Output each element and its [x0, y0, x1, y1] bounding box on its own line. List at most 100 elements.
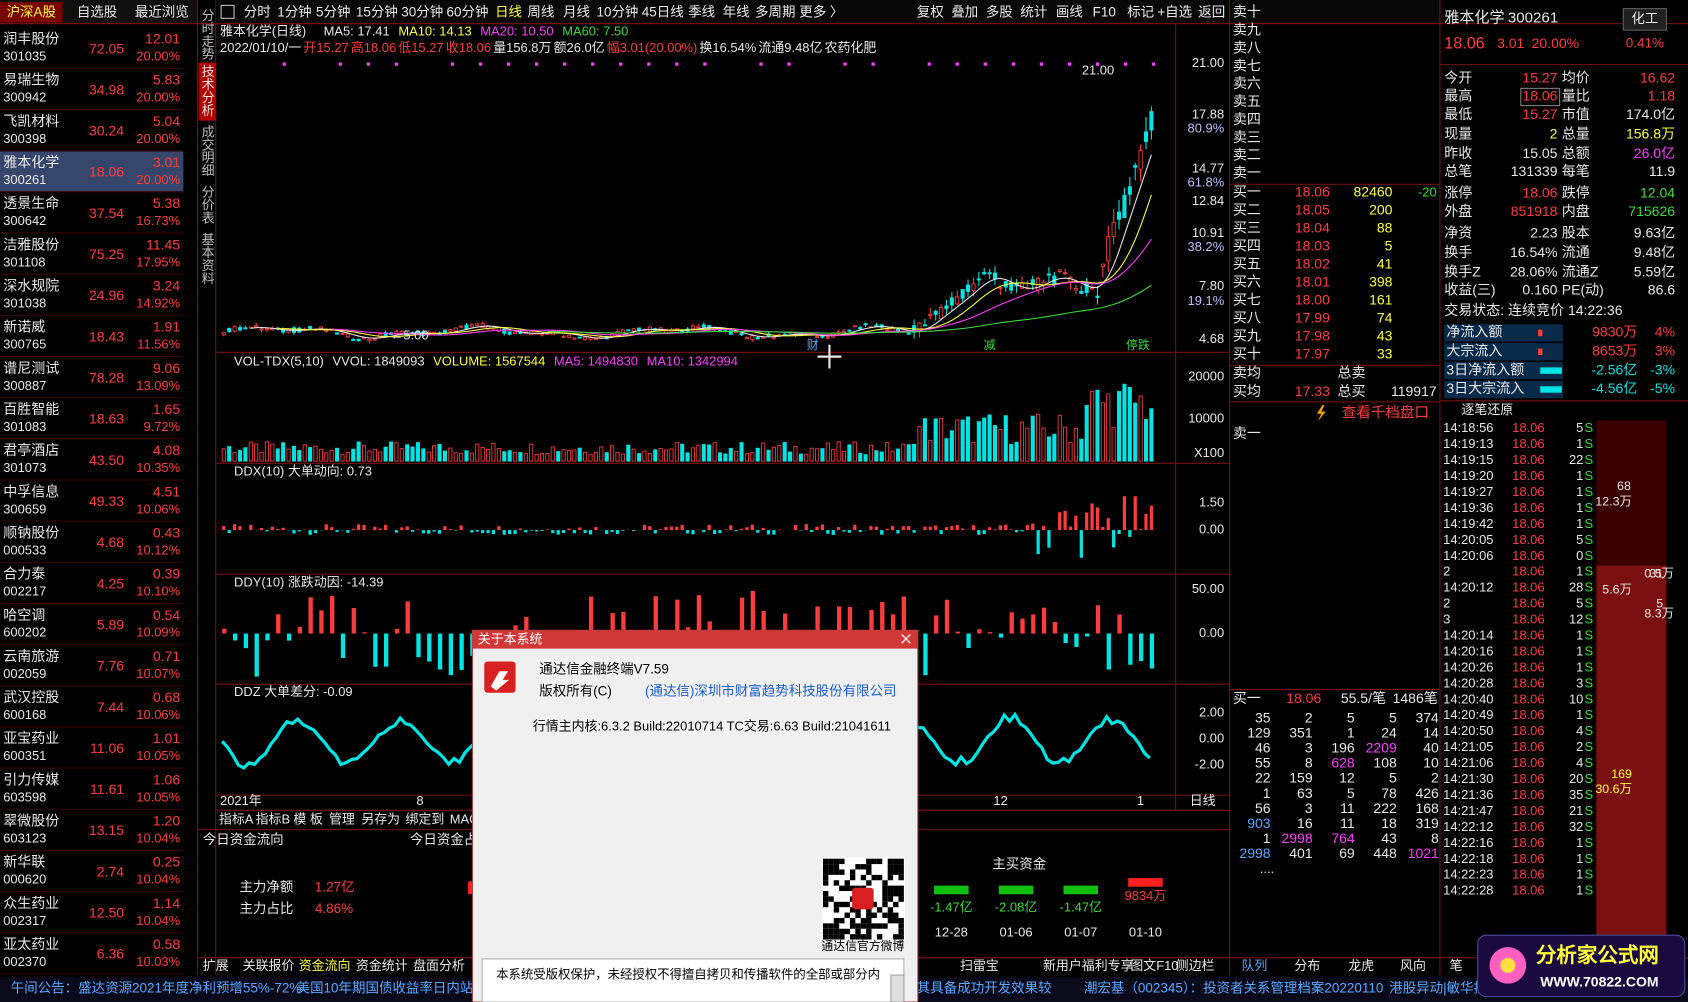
toolbar-button[interactable]: 日线: [495, 4, 522, 19]
toolbar-button[interactable]: 1分钟: [277, 3, 311, 19]
stock-name[interactable]: 哈空调: [3, 607, 45, 623]
toolbar-button[interactable]: 更多 〉: [799, 3, 843, 19]
toolbar-button[interactable]: 复权: [917, 3, 944, 19]
list-tab[interactable]: 最近浏览: [135, 4, 189, 19]
side-tab[interactable]: 分价表: [200, 185, 215, 224]
stock-name[interactable]: 百胜智能: [3, 401, 59, 417]
bottom-tab[interactable]: 扩展: [203, 958, 229, 973]
stock-name[interactable]: 合力泰: [3, 566, 45, 582]
stock-name[interactable]: 雅本化学: [3, 154, 59, 170]
toolbar-button[interactable]: 15分钟: [356, 3, 398, 19]
bottom-tab[interactable]: 盘面分析: [413, 958, 465, 973]
toolbar-button[interactable]: 5分钟: [316, 3, 350, 19]
stock-name[interactable]: 引力传媒: [3, 771, 59, 787]
stock-name[interactable]: 透景生命: [3, 195, 59, 211]
stock-name[interactable]: 飞凯材料: [3, 113, 59, 129]
stock-name[interactable]: 新诺威: [3, 319, 45, 335]
ddx-bar: [416, 529, 420, 531]
side-tab[interactable]: 成交明细: [200, 125, 215, 177]
news-item[interactable]: 午间公告：盛达资源2021年度净利预增55%-72%: [11, 981, 302, 996]
indicator-tab[interactable]: 指标B: [256, 811, 290, 826]
news-item[interactable]: 港股异动|敏华控: [1389, 981, 1487, 996]
volume-bar: [744, 453, 749, 462]
indicator-tab[interactable]: 管理: [329, 811, 355, 826]
side-tab[interactable]: 基本资料: [200, 233, 215, 285]
toolbar-button[interactable]: 周线: [527, 4, 554, 19]
stock-name[interactable]: 润丰股份: [3, 31, 59, 47]
right-tab[interactable]: 分布: [1294, 958, 1320, 973]
stock-name[interactable]: 武汉控股: [3, 689, 59, 705]
toolbar-button[interactable]: 统计: [1020, 4, 1047, 19]
toolbar-button[interactable]: +自选: [1157, 4, 1192, 19]
indicator-tab[interactable]: 指标A: [219, 811, 254, 826]
candle: [1143, 131, 1149, 143]
ddy-legend: DDY(10) 涨跌动因: -14.39: [234, 574, 383, 589]
right-tab[interactable]: 队列: [1241, 958, 1267, 973]
volume-axis-label: X100: [1194, 445, 1224, 460]
qr-cell: [893, 917, 899, 924]
toolbar-button[interactable]: 年线: [723, 4, 750, 19]
volume-bar: [426, 451, 431, 462]
bottom-tab[interactable]: 图文F10: [1130, 958, 1178, 973]
depth-link[interactable]: 查看千档盘口: [1342, 404, 1429, 422]
toolbar-button[interactable]: 30分钟: [401, 3, 443, 19]
event-dot: [1123, 62, 1128, 66]
bottom-tab[interactable]: 新用户福利专享: [1043, 958, 1134, 973]
side-tab[interactable]: 分时走势: [200, 9, 215, 62]
toolbar-button[interactable]: 返回: [1198, 4, 1225, 19]
toolbar-button[interactable]: F10: [1093, 4, 1116, 19]
list-tab[interactable]: 沪深A股: [7, 4, 56, 19]
bottom-tab[interactable]: 关联报价: [243, 958, 295, 973]
toolbar-button[interactable]: 多周期: [755, 3, 795, 19]
stock-name[interactable]: 新华联: [3, 854, 45, 870]
toolbar-button[interactable]: 画线: [1056, 4, 1083, 19]
toolbar-button[interactable]: 10分钟: [596, 3, 638, 19]
stock-name[interactable]: 深水规院: [3, 278, 59, 294]
toolbar-button[interactable]: 60分钟: [447, 3, 489, 19]
stock-name[interactable]: 中孚信息: [3, 483, 59, 499]
list-tab[interactable]: 自选股: [77, 4, 117, 19]
toolbar-button[interactable]: 45日线: [642, 4, 684, 19]
bottom-tab[interactable]: 扫雷宝: [960, 958, 999, 973]
qr-cell: [871, 874, 877, 881]
indicator-tab[interactable]: 模 板: [293, 811, 323, 826]
queue-order: 222: [1373, 800, 1397, 816]
indicator-tab[interactable]: 绑定到: [406, 811, 445, 826]
news-item[interactable]: 潮宏基（002345）：投资者关系管理档案20220110: [1084, 980, 1383, 996]
toolbar-button[interactable]: 月线: [563, 4, 590, 19]
indicator-tab[interactable]: 另存为: [361, 811, 400, 826]
stock-name[interactable]: 谱尼测试: [3, 360, 59, 376]
stock-name[interactable]: 洁雅股份: [3, 236, 59, 252]
stock-code: 300261: [3, 172, 46, 187]
bottom-tab[interactable]: 资金流向: [299, 958, 351, 973]
candle: [367, 338, 372, 342]
stock-name[interactable]: 君亭酒店: [3, 442, 59, 458]
stock-name[interactable]: 易瑞生物: [3, 72, 59, 88]
news-item[interactable]: 美国10年期国债收益率日内站上1: [297, 980, 495, 996]
stock-name[interactable]: 众生药业: [3, 895, 59, 911]
right-tab[interactable]: 风向: [1400, 958, 1426, 973]
stock-name[interactable]: 翠微股份: [3, 813, 59, 829]
toolbar-button[interactable]: 多股: [986, 3, 1013, 19]
dialog-close[interactable]: [901, 634, 911, 644]
bottom-tab[interactable]: 资金统计: [356, 958, 408, 973]
qr-cell: [871, 858, 877, 865]
stock-name[interactable]: 顺钠股份: [3, 524, 59, 540]
bottom-tab[interactable]: 侧边栏: [1176, 958, 1215, 973]
toolbar-button[interactable]: 分时: [244, 4, 271, 19]
stock-name[interactable]: 云南旅游: [3, 648, 59, 664]
right-tab[interactable]: 笔: [1450, 958, 1463, 973]
indicator-tab[interactable]: MAC: [450, 811, 479, 826]
toolbar-button[interactable]: 标记: [1127, 4, 1154, 19]
stock-name[interactable]: 亚太药业: [3, 936, 59, 952]
side-tab[interactable]: 技术分析: [200, 65, 215, 117]
ddx-bar: [324, 524, 328, 531]
qr-cell: [833, 923, 840, 929]
candle: [701, 324, 706, 328]
stock-name[interactable]: 亚宝药业: [3, 730, 59, 746]
news-item[interactable]: 其具备成功开发效果较: [917, 980, 1052, 996]
toolbar-button[interactable]: 叠加: [951, 4, 978, 19]
qr-cell: [839, 858, 845, 865]
toolbar-button[interactable]: 季线: [688, 4, 715, 19]
right-tab[interactable]: 龙虎: [1348, 958, 1374, 973]
